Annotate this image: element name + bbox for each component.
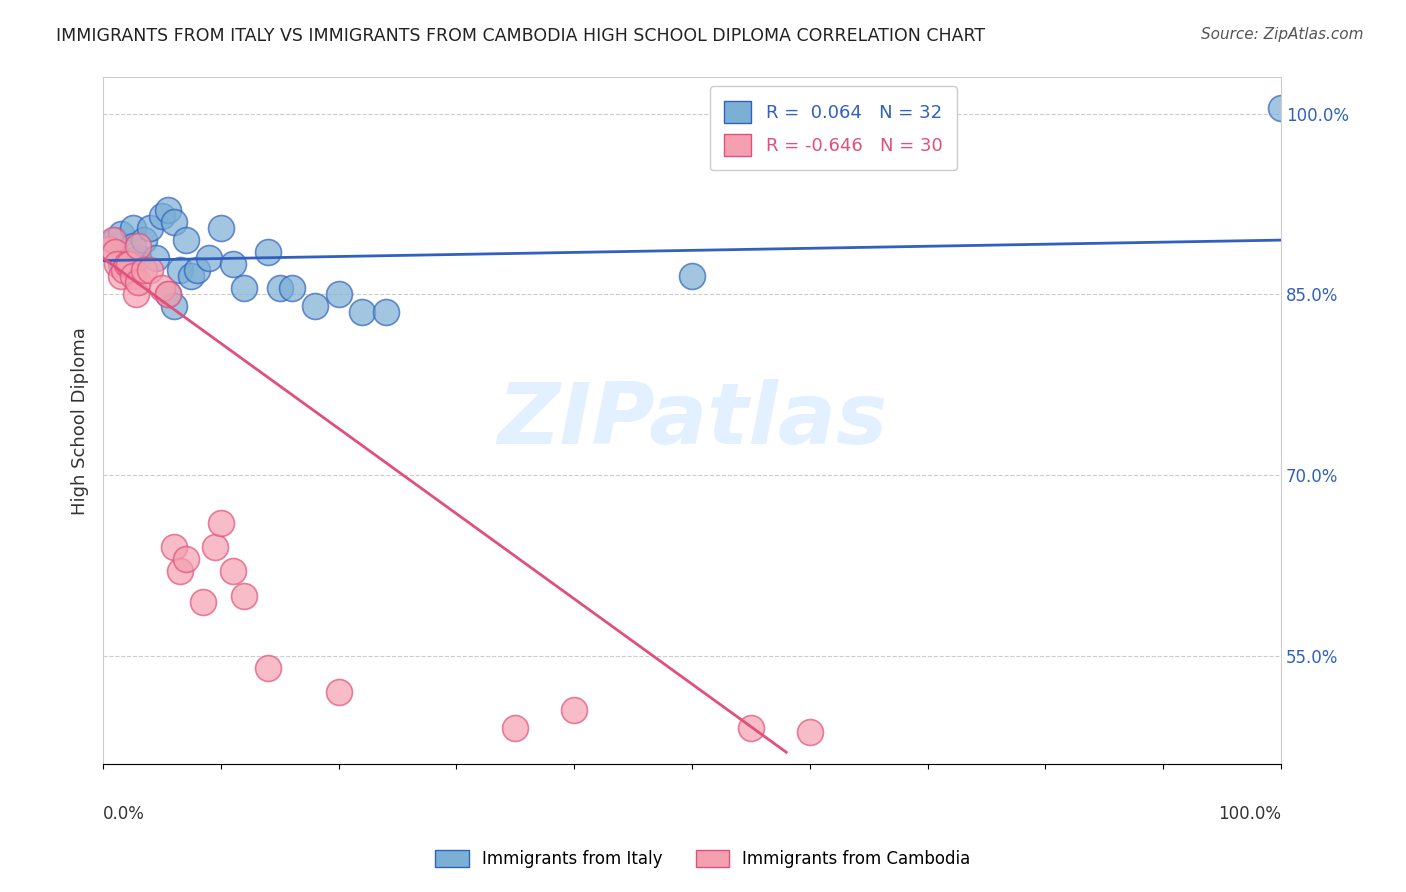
Point <box>186 263 208 277</box>
Point <box>105 257 128 271</box>
Point <box>115 257 138 271</box>
Point <box>125 287 148 301</box>
Point <box>505 721 527 735</box>
Point <box>110 269 132 284</box>
Point <box>257 661 280 675</box>
Point <box>221 565 243 579</box>
Point <box>121 221 143 235</box>
Point <box>110 227 132 241</box>
Point <box>118 257 141 271</box>
Point <box>352 305 374 319</box>
Point <box>163 215 186 229</box>
Point <box>328 287 350 301</box>
Point <box>127 251 149 265</box>
Point <box>156 287 179 301</box>
Point <box>198 251 221 265</box>
Point <box>257 245 280 260</box>
Point <box>127 275 149 289</box>
Point <box>562 703 585 717</box>
Point <box>139 221 162 235</box>
Point <box>280 281 302 295</box>
Point <box>180 269 202 284</box>
Point <box>174 233 197 247</box>
Point <box>193 594 215 608</box>
Point <box>328 685 350 699</box>
Point <box>169 263 191 277</box>
Point <box>112 263 135 277</box>
Point <box>110 257 132 271</box>
Text: 0.0%: 0.0% <box>103 805 145 823</box>
Point <box>1270 101 1292 115</box>
Point <box>799 724 821 739</box>
Point <box>221 257 243 271</box>
Point <box>121 269 143 284</box>
Point <box>104 245 127 260</box>
Point <box>121 239 143 253</box>
Point <box>204 541 226 555</box>
Text: ZIPatlas: ZIPatlas <box>496 379 887 462</box>
Point <box>740 721 762 735</box>
Text: 100.0%: 100.0% <box>1218 805 1281 823</box>
Legend: R =  0.064   N = 32, R = -0.646   N = 30: R = 0.064 N = 32, R = -0.646 N = 30 <box>710 87 957 170</box>
Point <box>681 269 703 284</box>
Point <box>139 263 162 277</box>
Point <box>156 202 179 217</box>
Point <box>163 541 186 555</box>
Point <box>374 305 396 319</box>
Legend: Immigrants from Italy, Immigrants from Cambodia: Immigrants from Italy, Immigrants from C… <box>429 843 977 875</box>
Point <box>209 221 232 235</box>
Point <box>209 516 232 531</box>
Text: IMMIGRANTS FROM ITALY VS IMMIGRANTS FROM CAMBODIA HIGH SCHOOL DIPLOMA CORRELATIO: IMMIGRANTS FROM ITALY VS IMMIGRANTS FROM… <box>56 27 986 45</box>
Y-axis label: High School Diploma: High School Diploma <box>72 326 89 515</box>
Point <box>169 565 191 579</box>
Point <box>134 233 156 247</box>
Point <box>233 589 256 603</box>
Point <box>104 233 127 247</box>
Point <box>174 552 197 566</box>
Point <box>101 233 124 247</box>
Point <box>127 239 149 253</box>
Point <box>156 287 179 301</box>
Point <box>150 209 173 223</box>
Point <box>115 257 138 271</box>
Point <box>269 281 291 295</box>
Point <box>145 251 167 265</box>
Point <box>304 299 326 313</box>
Text: Source: ZipAtlas.com: Source: ZipAtlas.com <box>1201 27 1364 42</box>
Point <box>150 281 173 295</box>
Point <box>163 299 186 313</box>
Point <box>134 263 156 277</box>
Point <box>233 281 256 295</box>
Point <box>98 242 121 256</box>
